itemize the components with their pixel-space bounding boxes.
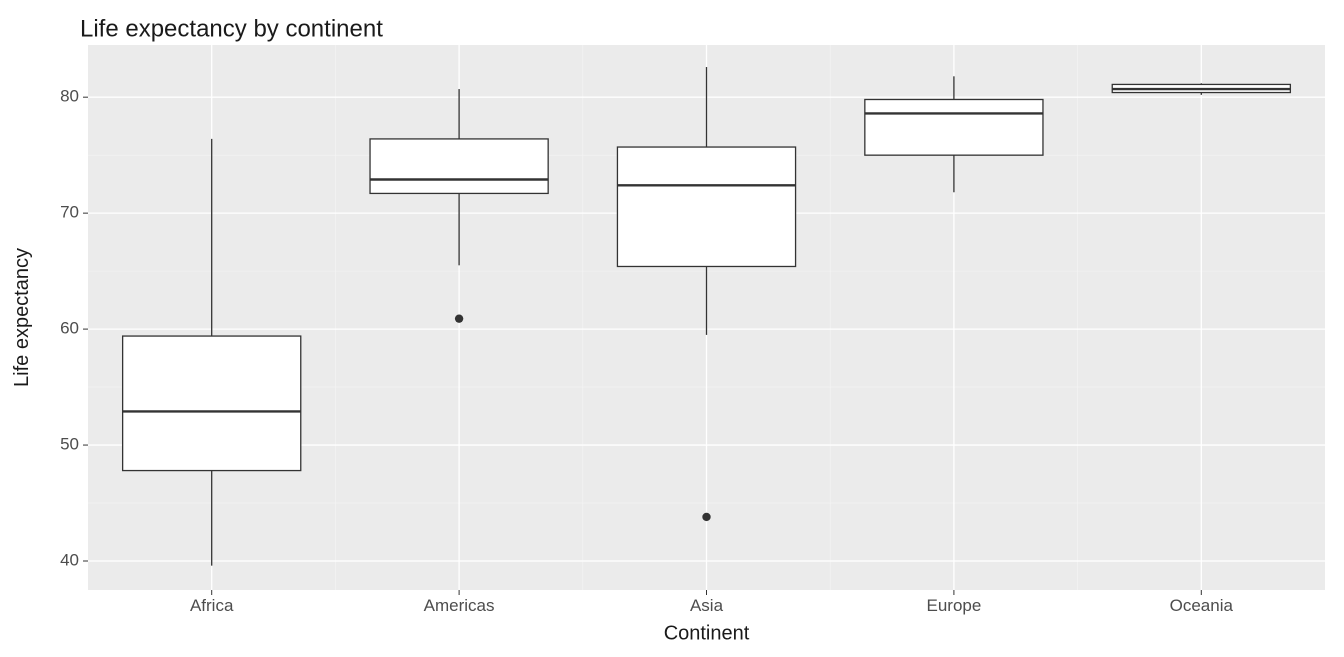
box [865, 100, 1043, 156]
x-tick-label: Oceania [1170, 596, 1234, 615]
x-tick-label: Americas [424, 596, 495, 615]
x-tick-label: Europe [926, 596, 981, 615]
box [370, 139, 548, 194]
boxplot-chart: 40 50 60 70 80 Africa Americas Asia Europe Oceani… [0, 0, 1344, 652]
x-axis-label: Continent [664, 623, 750, 645]
x-tick-label: Africa [190, 596, 234, 615]
outlier-point [702, 513, 710, 521]
x-tick-label: Asia [690, 596, 724, 615]
y-tick-label: 60 [60, 319, 79, 338]
box [617, 147, 795, 266]
y-tick-label: 40 [60, 550, 79, 569]
y-tick-label: 80 [60, 87, 79, 106]
chart-title: Life expectancy by continent [80, 15, 383, 42]
outlier-point [455, 314, 463, 322]
y-axis-label: Life expectancy [11, 248, 33, 387]
box [123, 336, 301, 471]
chart-container: 40 50 60 70 80 Africa Americas Asia Europe Oceani… [0, 0, 1344, 657]
y-tick-label: 50 [60, 435, 79, 454]
y-tick-label: 70 [60, 203, 79, 222]
